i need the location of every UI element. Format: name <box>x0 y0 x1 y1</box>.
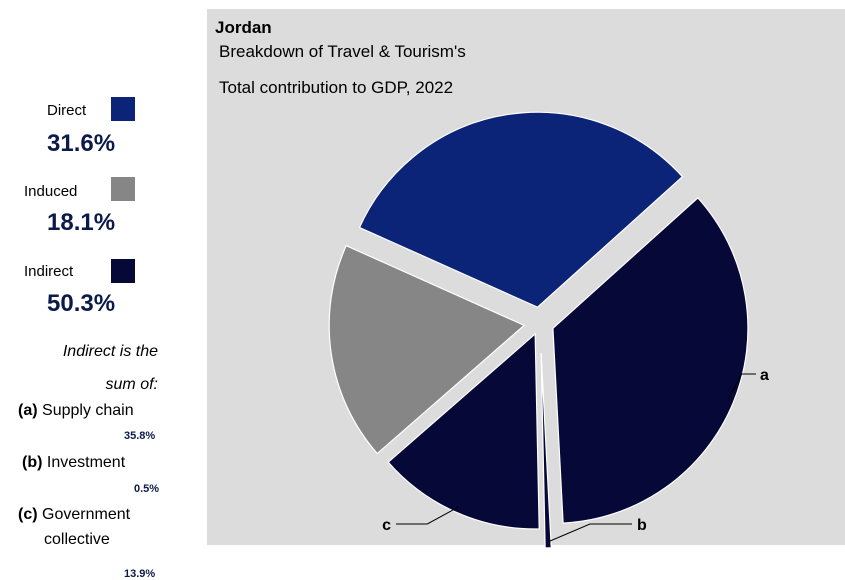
note-c-tag: (c) <box>18 506 38 523</box>
note-line1: Indirect is the <box>62 343 158 360</box>
note-c-value: 13.9% <box>124 568 156 580</box>
note-b-tag: (b) <box>22 454 43 471</box>
legend-indirect-value: 50.3% <box>47 290 116 317</box>
pie-slice-induced <box>328 244 526 455</box>
legend-direct-label: Direct <box>47 102 87 119</box>
legend-indirect-label: Indirect <box>24 263 74 280</box>
note-a-value: 35.8% <box>124 430 156 442</box>
slice-label-a: a <box>760 367 769 384</box>
slice-label-c: c <box>382 517 391 534</box>
pie-slice-a <box>552 197 749 524</box>
note-a: (a) Supply chain <box>18 402 134 420</box>
legend-induced-value: 18.1% <box>47 209 116 236</box>
note-line2: sum of: <box>105 376 158 393</box>
leader-line-a <box>727 373 756 401</box>
legend-induced-label: Induced <box>24 183 78 200</box>
legend-induced-swatch <box>111 177 135 201</box>
note-a-tag: (a) <box>18 402 38 419</box>
note-b-value: 0.5% <box>134 483 160 495</box>
pie-slice-c <box>387 332 540 530</box>
note-c-text2: collective <box>44 531 110 548</box>
legend-direct-value: 31.6% <box>47 130 116 157</box>
legend-indirect-swatch <box>111 259 135 283</box>
note-c: (c) Government <box>18 506 130 524</box>
note-a-text: Supply chain <box>42 402 134 419</box>
chart-title: Jordan <box>215 18 272 37</box>
note-c-text: Government <box>42 506 131 523</box>
leader-line-b <box>547 523 632 543</box>
note-b-text: Investment <box>46 454 126 471</box>
chart-subtitle-line1: Breakdown of Travel & Tourism's <box>219 42 466 61</box>
legend-direct-swatch <box>111 97 135 121</box>
chart-subtitle-line2: Total contribution to GDP, 2022 <box>219 78 454 97</box>
leader-line-c <box>396 506 459 525</box>
slice-label-b: b <box>637 517 647 534</box>
note-b: (b) Investment <box>22 454 125 472</box>
pie-slice-direct <box>358 111 684 308</box>
pie-slice-b <box>540 352 552 549</box>
